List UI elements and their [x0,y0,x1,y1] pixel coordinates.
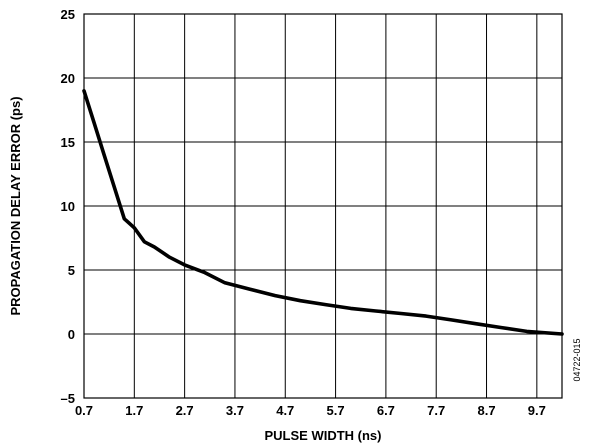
x-tick-label: 0.7 [75,403,93,418]
y-tick-label: 20 [61,71,75,86]
x-tick-label: 4.7 [276,403,294,418]
x-tick-label: 2.7 [176,403,194,418]
x-tick-label: 5.7 [327,403,345,418]
x-tick-label: 3.7 [226,403,244,418]
plot-area [83,13,563,399]
x-tick-label: 9.7 [528,403,546,418]
y-tick-label: 10 [61,199,75,214]
figure-id: 04722-015 [572,338,582,381]
x-axis-title: PULSE WIDTH (ns) [265,428,382,443]
series-line [82,89,564,336]
x-tick-label: 8.7 [477,403,495,418]
grid [83,13,562,399]
x-tick-label: 6.7 [377,403,395,418]
x-tick-labels: 0.7 1.7 2.7 3.7 4.7 5.7 6.7 7.7 8.7 9.7 [75,403,546,418]
x-tick-label: 1.7 [125,403,143,418]
y-tick-label: –5 [61,391,75,406]
y-tick-label: 25 [61,7,75,22]
x-tick-label: 7.7 [427,403,445,418]
y-tick-label: 0 [68,327,75,342]
y-tick-labels: –5 0 5 10 15 20 25 [61,7,75,406]
y-tick-label: 5 [68,263,75,278]
y-tick-label: 15 [61,135,75,150]
y-axis-title: PROPAGATION DELAY ERROR (ps) [8,96,23,315]
